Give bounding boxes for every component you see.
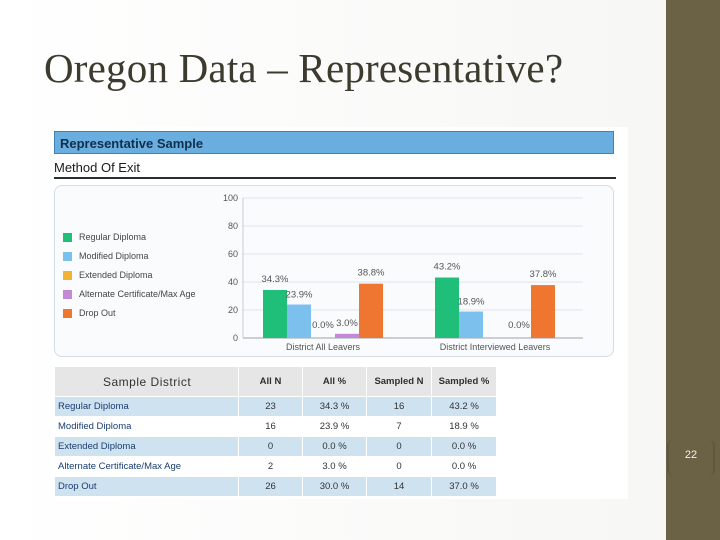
slide-title: Oregon Data – Representative? bbox=[44, 45, 564, 91]
table-row: Modified Diploma 16 23.9 % 7 18.9 % bbox=[54, 416, 497, 437]
legend-label: Drop Out bbox=[79, 308, 116, 318]
column-header: Sampled % bbox=[431, 366, 497, 397]
panel-header: Representative Sample bbox=[54, 131, 614, 154]
y-tick-label: 20 bbox=[228, 305, 238, 315]
row-label: Regular Diploma bbox=[54, 396, 239, 417]
table-row: Drop Out 26 30.0 % 14 37.0 % bbox=[54, 476, 497, 497]
data-label: 34.3% bbox=[262, 274, 289, 285]
legend-swatch bbox=[63, 252, 72, 261]
table-cell: 14 bbox=[366, 476, 432, 497]
table-cell: 0 bbox=[366, 436, 432, 457]
legend-swatch bbox=[63, 309, 72, 318]
table-corner-label: Sample District bbox=[54, 366, 239, 397]
row-label: Drop Out bbox=[54, 476, 239, 497]
page-number-frame bbox=[667, 440, 715, 476]
bar bbox=[459, 311, 483, 338]
bar bbox=[435, 277, 459, 338]
table-cell: 0.0 % bbox=[431, 456, 497, 477]
column-header: All N bbox=[238, 366, 303, 397]
y-tick-label: 40 bbox=[228, 277, 238, 287]
report-panel: Representative Sample Method Of Exit Reg… bbox=[52, 127, 628, 499]
table-header-row: Sample District All N All % Sampled N Sa… bbox=[54, 366, 497, 397]
legend-label: Modified Diploma bbox=[79, 251, 149, 261]
side-accent-strip bbox=[666, 0, 720, 540]
table-cell: 16 bbox=[238, 416, 303, 437]
row-label: Extended Diploma bbox=[54, 436, 239, 457]
bar bbox=[335, 333, 359, 338]
data-label: 3.0% bbox=[336, 318, 358, 329]
row-label: Modified Diploma bbox=[54, 416, 239, 437]
column-header: Sampled N bbox=[366, 366, 432, 397]
table-cell: 0.0 % bbox=[302, 436, 367, 457]
panel-subtitle: Method Of Exit bbox=[54, 160, 140, 175]
table-row: Extended Diploma 0 0.0 % 0 0.0 % bbox=[54, 436, 497, 457]
table-cell: 0 bbox=[366, 456, 432, 477]
table-cell: 2 bbox=[238, 456, 303, 477]
table-cell: 7 bbox=[366, 416, 432, 437]
y-tick-label: 100 bbox=[223, 193, 238, 203]
legend-swatch bbox=[63, 271, 72, 280]
legend-label: Extended Diploma bbox=[79, 270, 153, 280]
y-tick-label: 0 bbox=[233, 333, 238, 343]
x-category-label: District Interviewed Leavers bbox=[440, 342, 551, 352]
table-cell: 43.2 % bbox=[431, 396, 497, 417]
table-cell: 26 bbox=[238, 476, 303, 497]
data-table: Sample District All N All % Sampled N Sa… bbox=[54, 366, 497, 497]
table-row: Regular Diploma 23 34.3 % 16 43.2 % bbox=[54, 396, 497, 417]
data-label: 38.8% bbox=[358, 268, 385, 279]
data-label: 18.9% bbox=[458, 297, 485, 308]
table-cell: 3.0 % bbox=[302, 456, 367, 477]
table-cell: 0 bbox=[238, 436, 303, 457]
table-cell: 23.9 % bbox=[302, 416, 367, 437]
y-tick-label: 80 bbox=[228, 221, 238, 231]
bar bbox=[287, 304, 311, 338]
table-cell: 18.9 % bbox=[431, 416, 497, 437]
bar bbox=[531, 285, 555, 338]
row-label: Alternate Certificate/Max Age bbox=[54, 456, 239, 477]
table-row: Alternate Certificate/Max Age 2 3.0 % 0 … bbox=[54, 456, 497, 477]
table-cell: 37.0 % bbox=[431, 476, 497, 497]
table-cell: 34.3 % bbox=[302, 396, 367, 417]
data-label: 37.8% bbox=[530, 269, 557, 280]
table-cell: 0.0 % bbox=[431, 436, 497, 457]
page-number: 22 bbox=[684, 449, 698, 461]
subtitle-divider bbox=[54, 177, 616, 179]
chart-container: Regular Diploma Modified Diploma Extende… bbox=[54, 185, 614, 357]
data-label: 0.0% bbox=[312, 320, 334, 331]
data-label: 23.9% bbox=[286, 290, 313, 301]
legend-label: Regular Diploma bbox=[79, 232, 147, 242]
data-label: 43.2% bbox=[434, 262, 461, 273]
legend-swatch bbox=[63, 233, 72, 242]
bar bbox=[263, 289, 287, 338]
table-cell: 30.0 % bbox=[302, 476, 367, 497]
column-header: All % bbox=[302, 366, 367, 397]
legend-label: Alternate Certificate/Max Age bbox=[79, 289, 196, 299]
table-cell: 16 bbox=[366, 396, 432, 417]
table-cell: 23 bbox=[238, 396, 303, 417]
y-tick-label: 60 bbox=[228, 249, 238, 259]
legend-swatch bbox=[63, 290, 72, 299]
data-label: 0.0% bbox=[508, 320, 530, 331]
bar bbox=[359, 283, 383, 338]
x-category-label: District All Leavers bbox=[286, 342, 361, 352]
